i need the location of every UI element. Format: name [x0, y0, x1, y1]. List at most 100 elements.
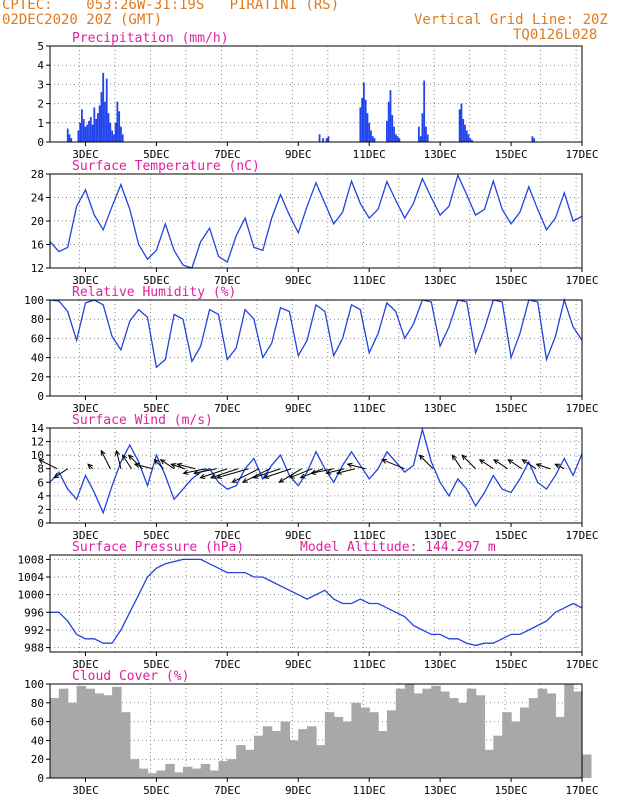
data-bar [533, 138, 536, 142]
data-bar [469, 138, 472, 142]
wind-vector-head [507, 459, 514, 465]
x-tick-label: 13DEC [424, 402, 457, 415]
x-tick-label: 7DEC [214, 658, 241, 671]
data-bar [156, 770, 166, 778]
data-bar [50, 698, 60, 778]
x-tick-label: 17DEC [565, 402, 598, 415]
data-bar [183, 766, 193, 778]
wind-vector-head [114, 449, 121, 456]
data-bar [462, 118, 465, 142]
data-bar [262, 726, 273, 778]
data-bar [555, 716, 565, 778]
y-tick-label: 992 [24, 624, 44, 637]
data-bar [93, 107, 96, 142]
data-bar [362, 82, 365, 142]
wind-vector-head [153, 458, 160, 465]
wind-vector-head [335, 469, 343, 475]
data-bar [118, 111, 121, 142]
data-bar [393, 126, 395, 142]
data-bar [419, 136, 422, 142]
y-tick-label: 60 [31, 332, 44, 345]
data-bar [342, 721, 353, 778]
panel-frame [49, 554, 583, 653]
wind-vector-head [241, 477, 248, 483]
x-tick-label: 13DEC [424, 658, 457, 671]
x-tick-label: 13DEC [424, 529, 457, 542]
data-bar [68, 134, 71, 142]
data-bar [200, 763, 211, 778]
data-bar [103, 695, 113, 778]
x-tick-label: 11DEC [353, 274, 386, 287]
wind-vector-head [461, 454, 467, 461]
data-bar [351, 702, 361, 778]
data-bar [371, 136, 374, 142]
data-bar [471, 140, 473, 142]
data-bar [96, 113, 99, 142]
x-tick-label: 11DEC [353, 658, 386, 671]
wind-vector [177, 463, 196, 470]
wind-vector-head [159, 459, 166, 465]
data-bar [484, 749, 494, 778]
y-tick-label: 2 [37, 98, 44, 111]
panel-frame [49, 427, 583, 524]
wind-vector [154, 459, 164, 470]
x-tick-label: 5DEC [143, 658, 170, 671]
x-tick-label: 17DEC [565, 658, 598, 671]
data-bar [209, 770, 220, 778]
data-bar [109, 122, 112, 142]
data-bar [66, 128, 69, 142]
data-bar [546, 693, 557, 778]
x-tick-label: 11DEC [353, 529, 386, 542]
panel-frame [49, 45, 583, 143]
y-tick-label: 20 [31, 215, 44, 228]
wind-vector-head [451, 454, 457, 461]
y-tick-label: 28 [31, 168, 44, 181]
x-tick-label: 17DEC [565, 784, 598, 797]
y-tick-label: 60 [31, 716, 44, 729]
y-tick-label: 24 [31, 192, 45, 205]
data-bar [120, 126, 122, 142]
x-tick-label: 17DEC [565, 529, 598, 542]
wind-vector-head [199, 473, 206, 479]
y-tick-label: 0 [37, 136, 44, 149]
wind-vector [536, 463, 551, 470]
wind-vector-head [193, 469, 200, 475]
data-bar [366, 113, 369, 142]
x-tick-label: 5DEC [143, 529, 170, 542]
data-bar [76, 685, 87, 778]
x-tick-label: 9DEC [285, 658, 312, 671]
data-bar [398, 138, 401, 142]
data-bar [519, 707, 530, 778]
y-tick-label: 5 [37, 40, 44, 53]
data-bar [81, 109, 83, 142]
x-tick-label: 3DEC [72, 274, 99, 287]
y-tick-label: 6 [37, 476, 44, 489]
data-bar [67, 702, 78, 778]
y-tick-label: 988 [24, 642, 44, 655]
wind-vector [381, 459, 405, 470]
data-line [49, 426, 583, 515]
wind-vector-head [278, 477, 285, 483]
data-bar [325, 138, 328, 142]
data-bar [425, 126, 427, 142]
y-tick-label: 12 [31, 436, 44, 449]
y-tick-label: 1000 [18, 589, 45, 602]
data-bar [271, 731, 282, 778]
data-bar [359, 107, 362, 142]
wind-vector-head [478, 459, 485, 465]
data-bar [493, 735, 503, 778]
panel-annotation: Model Altitude: 144.297 m [300, 540, 496, 555]
header-right-line1: Vertical Grid Line: 20Z [414, 12, 608, 28]
wind-vector-head [87, 463, 93, 470]
y-tick-label: 0 [37, 517, 44, 530]
y-tick-label: 10 [31, 449, 44, 462]
wind-vector [122, 454, 132, 469]
data-bar [378, 731, 388, 778]
x-tick-label: 9DEC [285, 274, 312, 287]
data-bar [369, 712, 379, 778]
y-tick-label: 12 [31, 262, 44, 275]
data-bar [431, 685, 441, 778]
wind-vector-head [288, 473, 295, 479]
data-bar [327, 136, 330, 142]
data-bar [100, 92, 103, 142]
